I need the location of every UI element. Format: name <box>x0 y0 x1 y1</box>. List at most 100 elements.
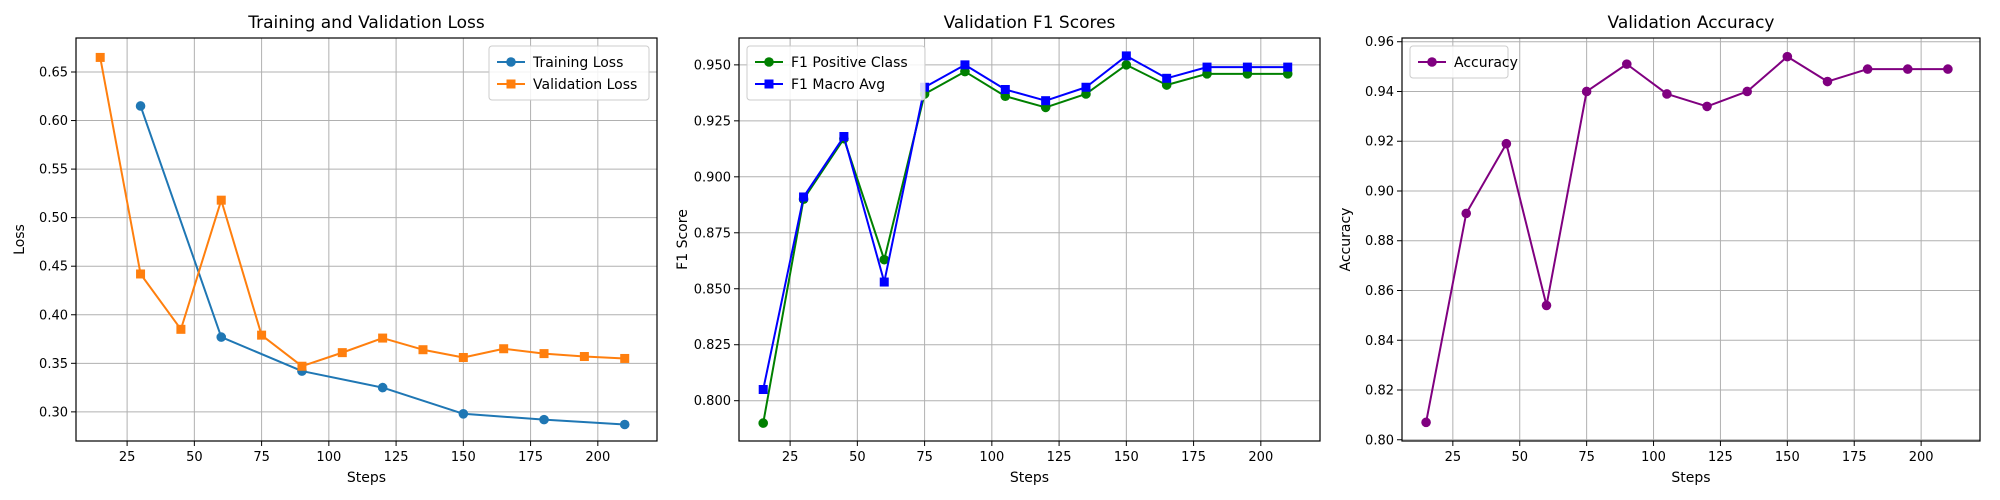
plot-frame <box>738 37 1321 442</box>
data-point <box>1242 62 1252 72</box>
plot-frame <box>1401 37 1981 442</box>
chart-panel-2: 25 50 75 100 125 150 175 200 0.800 0.825 0.850 0.87… <box>675 13 1321 486</box>
data-point <box>337 348 347 358</box>
x-tick-label: 175 <box>1842 450 1867 465</box>
y-tick-label: 0.900 <box>694 170 731 185</box>
x-tick-label: 150 <box>1114 450 1139 465</box>
legend: F1 Positive Class F1 Macro Avg <box>746 45 926 101</box>
data-point <box>458 409 469 419</box>
legend-box <box>488 45 650 101</box>
data-point <box>216 195 226 205</box>
y-tick-label: 0.90 <box>1365 184 1394 199</box>
data-point <box>1782 51 1793 62</box>
legend-marker <box>764 79 774 89</box>
x-tick-label: 75 <box>1578 450 1595 465</box>
data-point <box>1822 76 1833 87</box>
x-tick-label: 25 <box>119 450 136 465</box>
x-tick-label: 75 <box>916 450 933 465</box>
data-point <box>619 419 630 430</box>
legend-label: Training Loss <box>532 55 623 71</box>
chart-title: Validation Accuracy <box>1608 13 1775 33</box>
x-axis-label: Steps <box>1671 470 1710 486</box>
data-point <box>1121 51 1131 61</box>
y-tick-label: 0.45 <box>39 260 68 275</box>
legend-label: F1 Positive Class <box>791 55 908 71</box>
legend-marker <box>506 79 516 89</box>
data-point <box>378 333 388 343</box>
series-line <box>1425 55 1948 423</box>
data-point <box>579 352 589 362</box>
data-point <box>799 192 809 202</box>
y-axis-label: Accuracy <box>1338 208 1354 272</box>
y-tick-label: 0.800 <box>694 394 731 409</box>
x-tick-label: 25 <box>1445 450 1462 465</box>
x-tick-label: 150 <box>451 450 476 465</box>
y-tick-label: 0.35 <box>39 357 68 372</box>
data-point <box>1162 73 1172 83</box>
data-point <box>1581 86 1592 97</box>
grid <box>1402 38 1980 441</box>
x-tick-label: 50 <box>849 450 866 465</box>
y-tick-label: 0.60 <box>39 114 68 129</box>
legend: Accuracy <box>1409 45 1518 79</box>
data-point <box>758 418 769 428</box>
data-point <box>1421 417 1431 428</box>
data-point <box>1041 96 1051 106</box>
y-tick-label: 0.30 <box>39 405 68 420</box>
data-point <box>1000 84 1010 94</box>
legend-marker <box>764 57 774 67</box>
data-point <box>499 344 509 354</box>
data-point <box>620 353 630 363</box>
data-point <box>135 101 146 111</box>
y-axis-label: F1 Score <box>675 209 691 270</box>
series-f1-macro-avg <box>758 51 1293 395</box>
x-tick-label: 175 <box>518 450 543 465</box>
legend-box <box>1409 45 1509 79</box>
data-point <box>1621 59 1632 69</box>
series-line <box>99 57 625 368</box>
data-point <box>1081 82 1091 92</box>
y-tick-label: 0.825 <box>694 338 731 353</box>
data-point <box>176 324 186 334</box>
x-tick-label: 100 <box>1641 450 1666 465</box>
data-point <box>95 52 105 62</box>
y-tick-label: 0.96 <box>1365 35 1394 50</box>
y-tick-label: 0.65 <box>39 65 68 80</box>
grid <box>76 38 657 441</box>
legend-box <box>746 45 926 101</box>
x-tick-label: 200 <box>1248 450 1273 465</box>
data-point <box>1121 60 1132 70</box>
data-point <box>1501 138 1512 149</box>
data-point <box>539 349 549 359</box>
chart-panel-3: 25 50 75 100 125 150 175 200 0.80 0.82 0.84 0.86 0.8… <box>1338 13 1981 486</box>
data-point <box>879 254 890 265</box>
y-tick-label: 0.55 <box>39 163 68 178</box>
data-point <box>1702 101 1712 112</box>
data-point <box>257 330 267 340</box>
plot-frame <box>75 37 658 442</box>
x-tick-label: 125 <box>384 450 409 465</box>
legend-label: Accuracy <box>1454 55 1518 71</box>
series-line <box>762 63 1288 424</box>
series-accuracy <box>1421 51 1953 428</box>
legend-label: F1 Macro Avg <box>791 77 885 93</box>
y-tick-label: 0.88 <box>1365 234 1394 249</box>
x-tick-label: 50 <box>186 450 203 465</box>
chart-panel-1: 25 50 75 100 125 150 175 200 0.30 0.35 0.40 0.45 0.5… <box>12 13 658 486</box>
x-tick-label: 75 <box>253 450 270 465</box>
data-point <box>758 385 768 395</box>
x-tick-label: 175 <box>1181 450 1206 465</box>
y-tick-label: 0.84 <box>1365 334 1394 349</box>
grid <box>739 38 1320 441</box>
x-tick-label: 50 <box>1511 450 1528 465</box>
x-tick-label: 100 <box>316 450 341 465</box>
series-f1-positive-class <box>758 60 1293 428</box>
data-point <box>1461 208 1472 219</box>
y-tick-label: 0.875 <box>694 226 731 241</box>
legend-marker <box>1427 57 1437 67</box>
x-tick-label: 25 <box>782 450 799 465</box>
legend: Training Loss Validation Loss <box>488 45 650 101</box>
series-training-loss <box>135 101 630 430</box>
legend-label: Validation Loss <box>533 77 637 93</box>
